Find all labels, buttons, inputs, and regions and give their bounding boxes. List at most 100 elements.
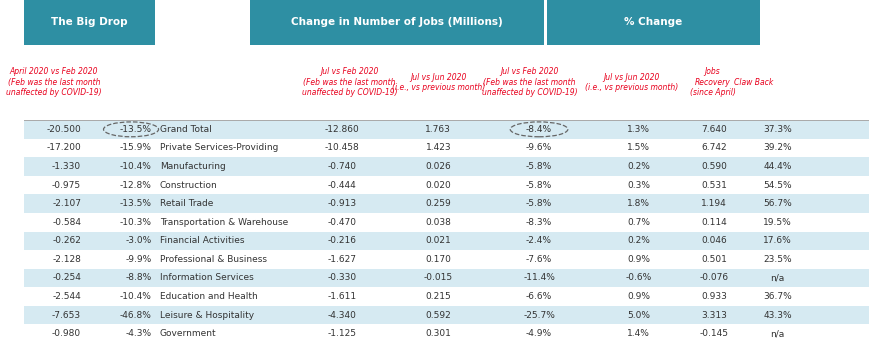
Text: 7.640: 7.640 [700,125,726,134]
Text: 0.9%: 0.9% [627,255,649,264]
Text: 56.7%: 56.7% [762,199,791,208]
Text: 0.9%: 0.9% [627,292,649,301]
Text: Education and Health: Education and Health [160,292,257,301]
Text: 0.7%: 0.7% [627,218,649,227]
Text: 0.501: 0.501 [700,255,726,264]
Text: -10.3%: -10.3% [119,218,151,227]
Bar [23,120,869,139]
Text: 0.592: 0.592 [425,311,451,320]
Text: 1.5%: 1.5% [627,143,649,152]
Text: 0.531: 0.531 [700,180,726,190]
Text: -17.200: -17.200 [46,143,81,152]
Text: Professional & Business: Professional & Business [160,255,267,264]
Text: Jul vs Feb 2020
(Feb was the last month
unaffected by COVID-19): Jul vs Feb 2020 (Feb was the last month … [481,68,577,97]
Text: 54.5%: 54.5% [762,180,791,190]
Text: -0.980: -0.980 [52,329,81,338]
Text: -12.860: -12.860 [324,125,359,134]
Text: 6.742: 6.742 [700,143,726,152]
Text: n/a: n/a [770,329,784,338]
Text: -0.262: -0.262 [52,236,81,245]
Text: Private Services-Providing: Private Services-Providing [160,143,278,152]
Text: -0.076: -0.076 [699,273,728,283]
Text: 1.423: 1.423 [425,143,451,152]
Text: -4.9%: -4.9% [526,329,552,338]
Text: -20.500: -20.500 [46,125,81,134]
Bar [23,306,869,324]
Bar [23,324,869,343]
Text: 0.590: 0.590 [700,162,726,171]
Text: 0.020: 0.020 [425,180,451,190]
Text: 44.4%: 44.4% [763,162,791,171]
Text: -10.4%: -10.4% [119,162,151,171]
Bar [23,213,869,232]
Text: -46.8%: -46.8% [119,311,151,320]
Text: -1.330: -1.330 [52,162,81,171]
Text: 0.038: 0.038 [425,218,451,227]
Text: Manufacturing: Manufacturing [160,162,225,171]
Text: -6.6%: -6.6% [525,292,552,301]
Text: 36.7%: 36.7% [762,292,791,301]
Text: 1.4%: 1.4% [627,329,649,338]
Text: 1.194: 1.194 [700,199,726,208]
Text: -1.125: -1.125 [327,329,356,338]
Text: -0.145: -0.145 [699,329,728,338]
Text: 1.8%: 1.8% [627,199,649,208]
Text: 0.114: 0.114 [700,218,726,227]
Text: 0.2%: 0.2% [627,236,649,245]
Text: 23.5%: 23.5% [762,255,791,264]
Text: Construction: Construction [160,180,217,190]
Text: Jul vs Feb 2020
(Feb was the last month
unaffected by COVID-19): Jul vs Feb 2020 (Feb was the last month … [302,68,397,97]
Bar [23,232,869,250]
Text: Jul vs Jun 2020
(i.e., vs previous month): Jul vs Jun 2020 (i.e., vs previous month… [391,73,484,92]
Text: % Change: % Change [623,17,681,27]
Text: 0.259: 0.259 [425,199,451,208]
Text: -0.330: -0.330 [327,273,356,283]
Text: -0.913: -0.913 [327,199,356,208]
Bar [23,250,869,269]
Text: -8.4%: -8.4% [526,125,552,134]
Text: 0.170: 0.170 [425,255,451,264]
Text: Jul vs Jun 2020
(i.e., vs previous month): Jul vs Jun 2020 (i.e., vs previous month… [584,73,677,92]
Text: -25.7%: -25.7% [522,311,554,320]
Text: The Big Drop: The Big Drop [50,17,127,27]
Text: Claw Back: Claw Back [733,78,772,87]
Text: Information Services: Information Services [160,273,253,283]
Bar [23,120,869,121]
Text: 0.046: 0.046 [700,236,726,245]
Text: 3.313: 3.313 [700,311,726,320]
Text: -0.740: -0.740 [327,162,356,171]
Text: -5.8%: -5.8% [525,162,552,171]
Text: 0.215: 0.215 [425,292,451,301]
Text: -4.3%: -4.3% [125,329,151,338]
Bar [250,0,543,45]
Bar [23,139,869,157]
Text: -13.5%: -13.5% [119,125,151,134]
Text: 37.3%: 37.3% [762,125,791,134]
Text: -7.653: -7.653 [52,311,81,320]
Text: 0.933: 0.933 [700,292,726,301]
Text: -0.470: -0.470 [327,218,356,227]
Text: -11.4%: -11.4% [522,273,554,283]
Text: -0.015: -0.015 [423,273,453,283]
Bar [23,269,869,287]
Text: 0.301: 0.301 [425,329,451,338]
Bar [23,0,155,45]
Text: 0.3%: 0.3% [627,180,649,190]
Text: -0.975: -0.975 [52,180,81,190]
Text: -8.3%: -8.3% [525,218,552,227]
Text: -9.6%: -9.6% [525,143,552,152]
Bar [23,287,869,306]
Text: -1.611: -1.611 [327,292,356,301]
Text: 1.763: 1.763 [425,125,451,134]
Text: -5.8%: -5.8% [525,199,552,208]
Text: -9.9%: -9.9% [125,255,151,264]
Text: -13.5%: -13.5% [119,199,151,208]
Text: -10.4%: -10.4% [119,292,151,301]
Text: Jobs
Recovery
(since April): Jobs Recovery (since April) [689,68,734,97]
Text: -0.254: -0.254 [52,273,81,283]
Text: 1.3%: 1.3% [627,125,649,134]
Bar [23,194,869,213]
Text: -3.0%: -3.0% [125,236,151,245]
Text: 0.026: 0.026 [425,162,451,171]
Text: -1.627: -1.627 [327,255,356,264]
